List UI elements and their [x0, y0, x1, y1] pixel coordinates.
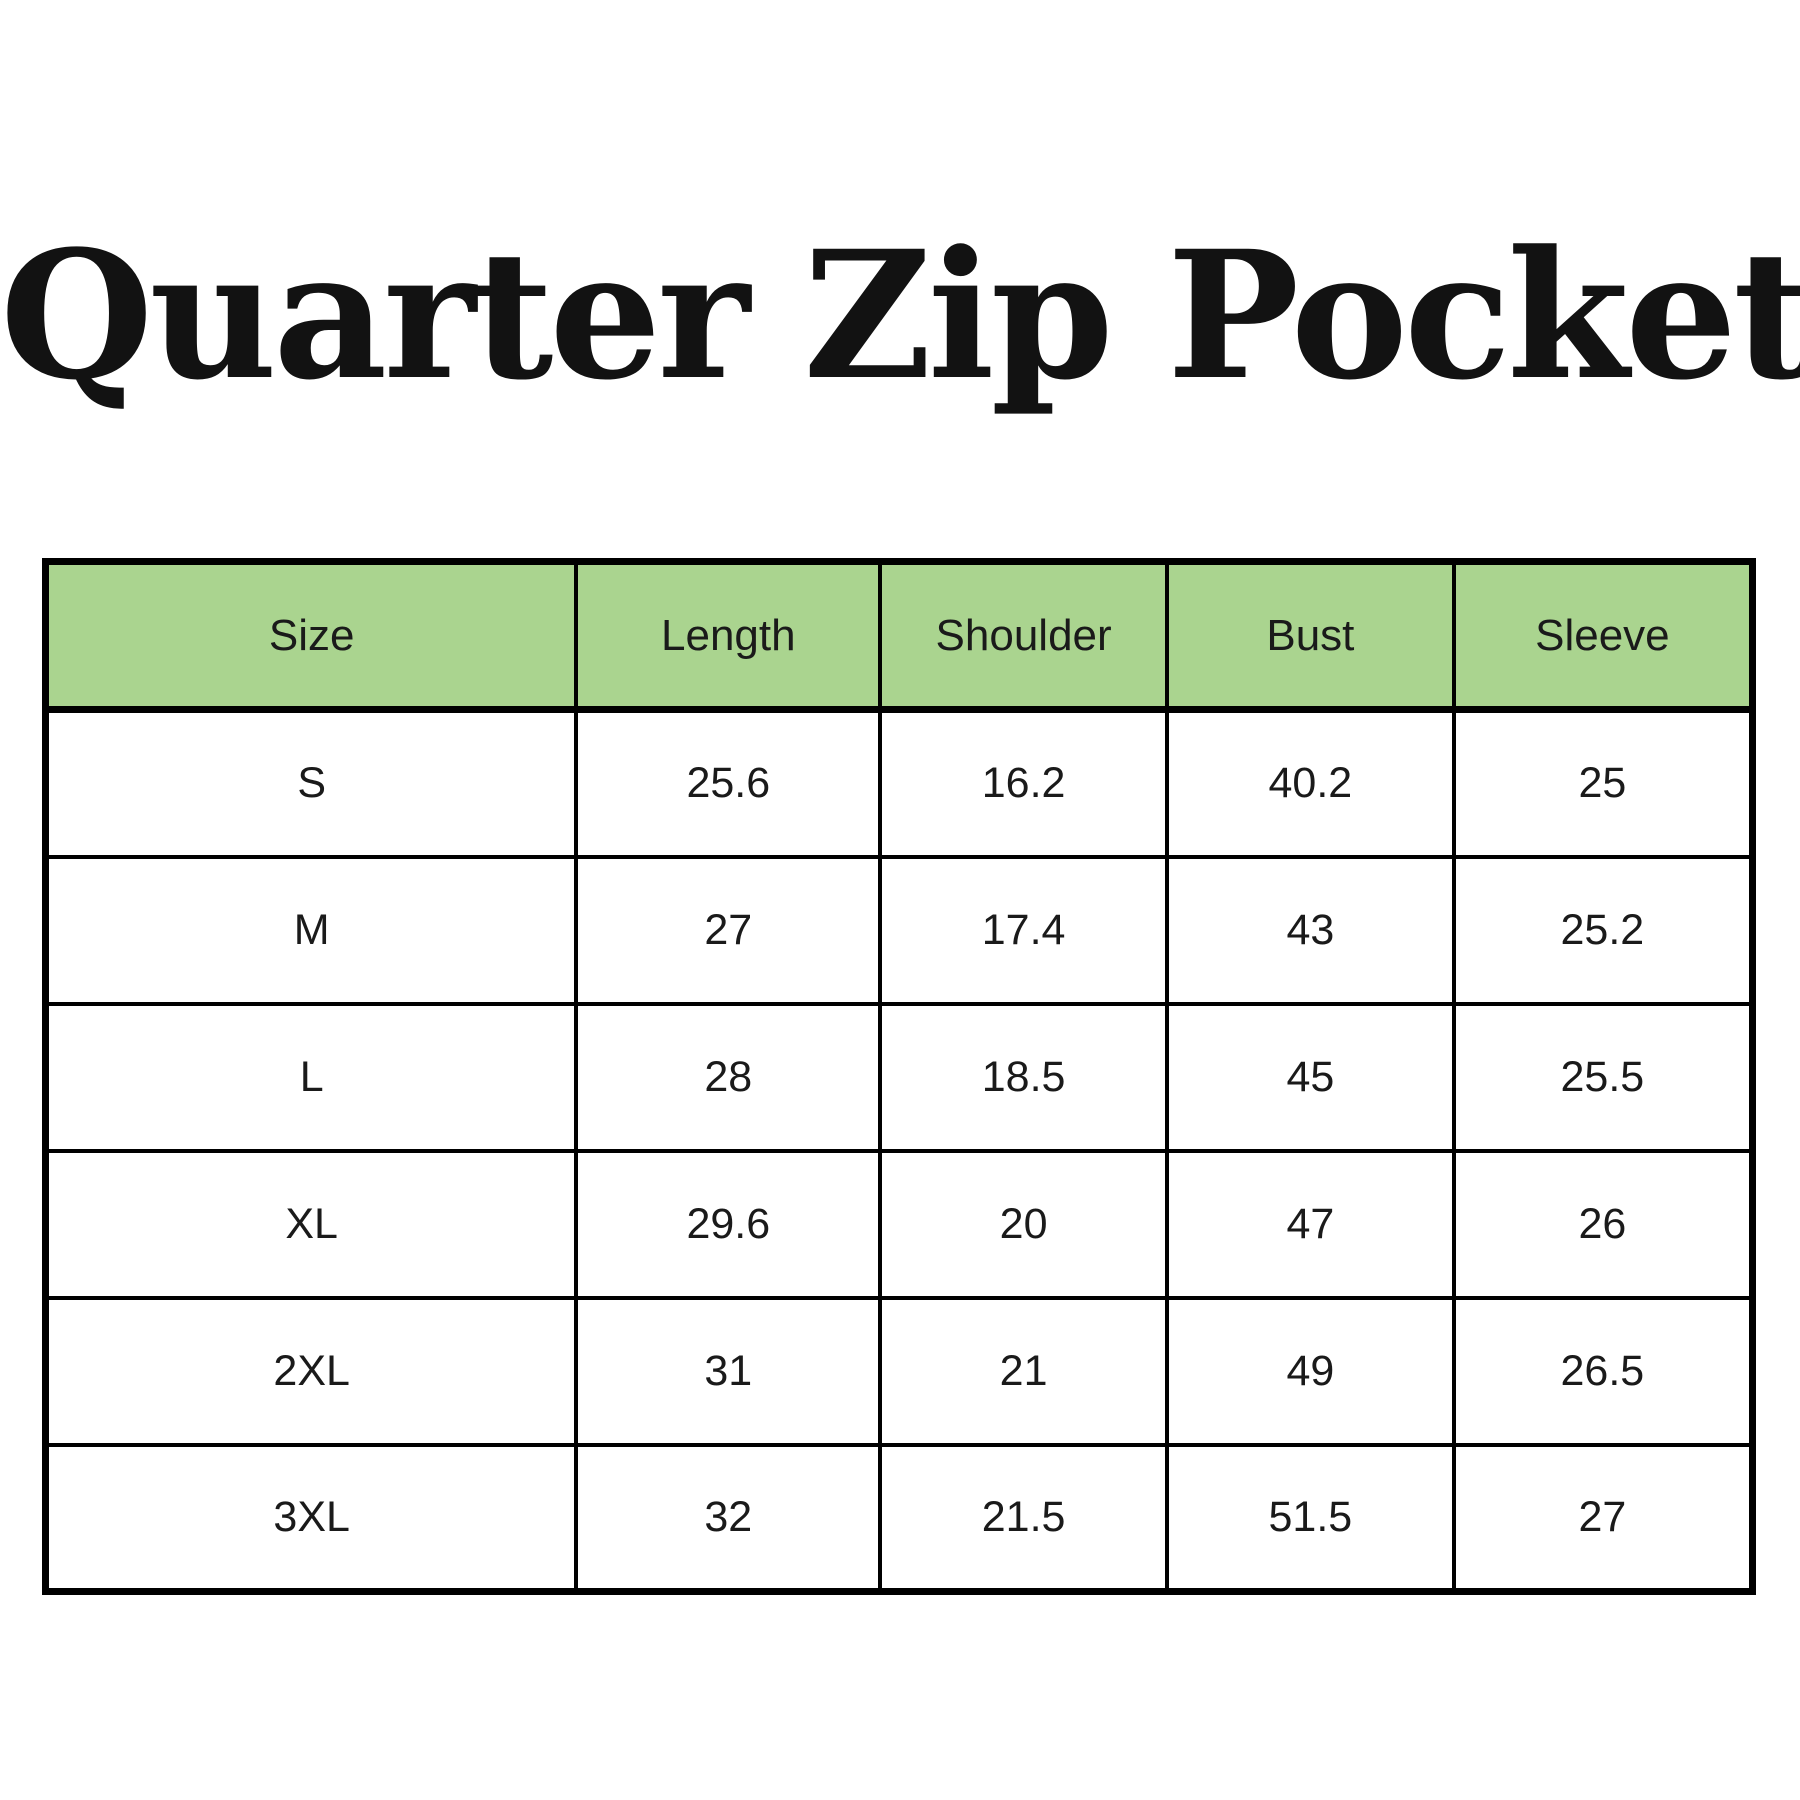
- page-title: Quarter Zip Pocketless: [0, 212, 1800, 419]
- table-cell: 27: [574, 854, 883, 1006]
- table-cell: 21.5: [878, 1442, 1169, 1594]
- table-cell: 16.2: [878, 707, 1169, 859]
- table-cell: 47: [1164, 1148, 1456, 1300]
- table-cell: 21: [878, 1295, 1169, 1447]
- table-row-l: L 28 18.5 45 25.5: [43, 1001, 1755, 1153]
- column-header-sleeve: Sleeve: [1451, 559, 1755, 713]
- table-cell: 40.2: [1164, 707, 1456, 859]
- size-cell: M: [43, 854, 579, 1006]
- table-row-3xl: 3XL 32 21.5 51.5 27: [43, 1442, 1755, 1594]
- table-row-xl: XL 29.6 20 47 26: [43, 1148, 1755, 1300]
- table-cell: 27: [1451, 1442, 1755, 1594]
- table-cell: 25: [1451, 707, 1755, 859]
- table-cell: 26: [1451, 1148, 1755, 1300]
- table-row-2xl: 2XL 31 21 49 26.5: [43, 1295, 1755, 1447]
- table-cell: 43: [1164, 854, 1456, 1006]
- table-cell: 31: [574, 1295, 883, 1447]
- table-cell: 26.5: [1451, 1295, 1755, 1447]
- table-row-m: M 27 17.4 43 25.2: [43, 854, 1755, 1006]
- table-cell: 28: [574, 1001, 883, 1153]
- table-cell: 18.5: [878, 1001, 1169, 1153]
- size-cell: L: [43, 1001, 579, 1153]
- table-cell: 25.2: [1451, 854, 1755, 1006]
- header-row: Size Length Shoulder Bust Sleeve: [43, 559, 1755, 713]
- column-header-length: Length: [574, 559, 883, 713]
- table-cell: 25.5: [1451, 1001, 1755, 1153]
- table-cell: 25.6: [574, 707, 883, 859]
- size-cell: XL: [43, 1148, 579, 1300]
- table-cell: 32: [574, 1442, 883, 1594]
- size-cell: 2XL: [43, 1295, 579, 1447]
- table-cell: 49: [1164, 1295, 1456, 1447]
- table-row-s: S 25.6 16.2 40.2 25: [43, 707, 1755, 859]
- table-cell: 17.4: [878, 854, 1169, 1006]
- column-header-size: Size: [43, 559, 579, 713]
- table-cell: 29.6: [574, 1148, 883, 1300]
- size-chart-table: Size Length Shoulder Bust Sleeve S 25.6 …: [42, 558, 1756, 1595]
- column-header-bust: Bust: [1164, 559, 1456, 713]
- table-cell: 20: [878, 1148, 1169, 1300]
- table-cell: 45: [1164, 1001, 1456, 1153]
- size-cell: S: [43, 707, 579, 859]
- size-cell: 3XL: [43, 1442, 579, 1594]
- column-header-shoulder: Shoulder: [878, 559, 1169, 713]
- table-cell: 51.5: [1164, 1442, 1456, 1594]
